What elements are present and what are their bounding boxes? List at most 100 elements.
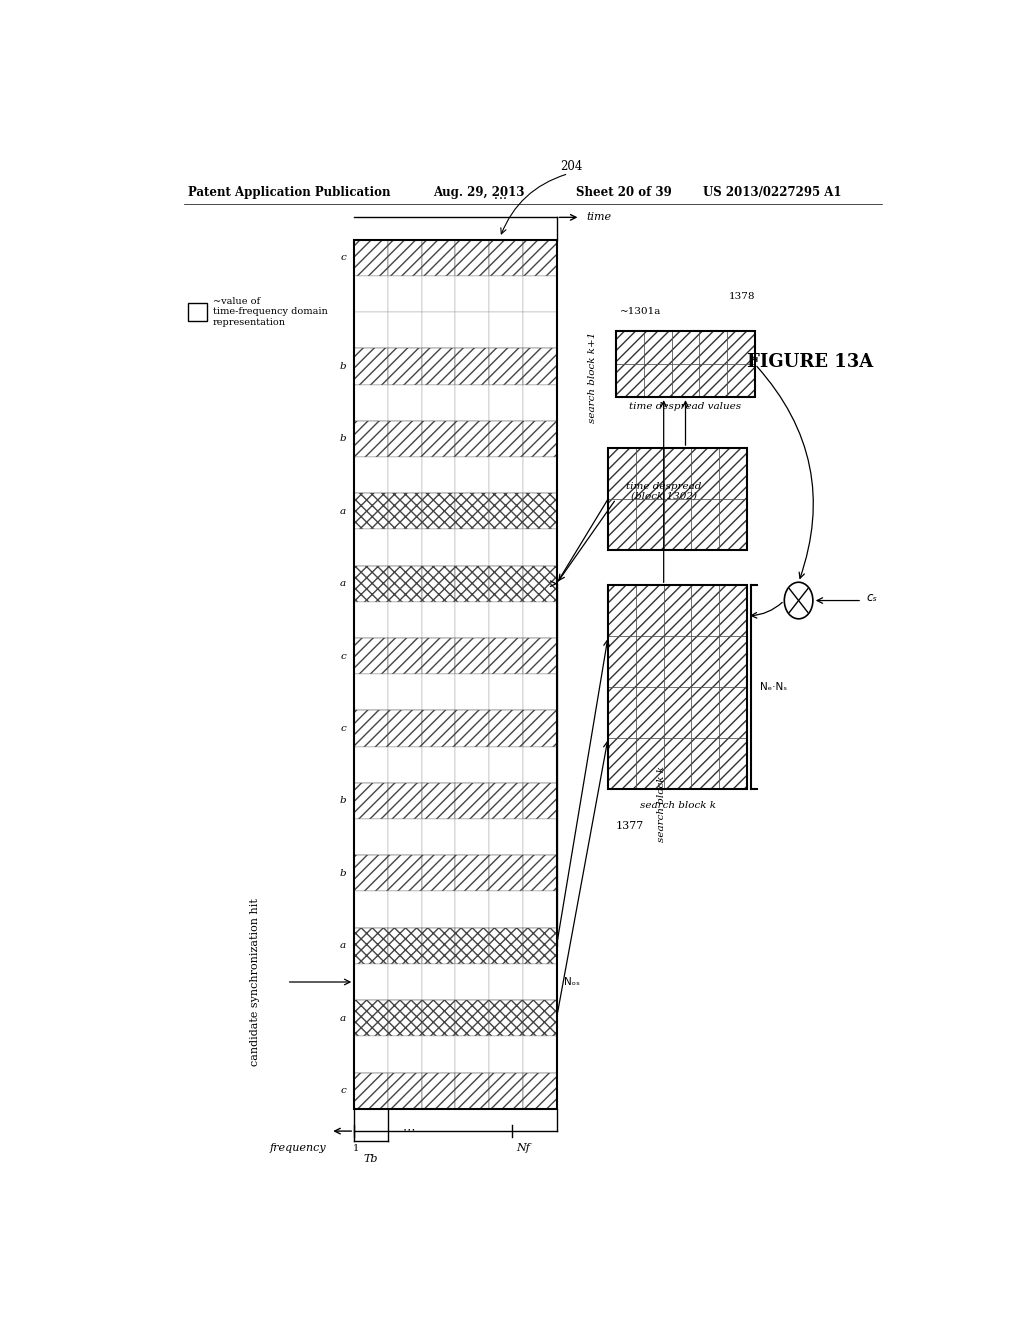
Bar — [388, 675, 422, 710]
Bar — [388, 891, 422, 928]
Bar — [388, 565, 422, 602]
Bar — [388, 348, 422, 384]
Bar — [422, 240, 456, 276]
Bar — [456, 240, 489, 276]
Bar — [523, 891, 557, 928]
Text: c: c — [340, 725, 346, 733]
Bar — [388, 1036, 422, 1073]
Bar — [422, 891, 456, 928]
Bar — [699, 331, 727, 364]
Text: Patent Application Publication: Patent Application Publication — [187, 186, 390, 199]
Bar — [388, 276, 422, 312]
Text: ~value of
time-frequency domain
representation: ~value of time-frequency domain represen… — [213, 297, 328, 327]
Bar — [354, 421, 388, 457]
Bar — [672, 331, 699, 364]
Text: time: time — [587, 213, 611, 222]
Bar — [608, 447, 636, 499]
Bar — [354, 638, 388, 675]
Bar — [489, 529, 523, 565]
Text: Nf: Nf — [516, 1143, 529, 1154]
Bar — [388, 710, 422, 747]
Bar — [422, 565, 456, 602]
Bar — [664, 686, 691, 738]
Bar — [691, 686, 719, 738]
Bar — [456, 384, 489, 421]
Bar — [489, 602, 523, 638]
Bar — [422, 1036, 456, 1073]
Text: search block k+1: search block k+1 — [588, 331, 597, 422]
Bar — [691, 447, 719, 499]
Bar — [456, 421, 489, 457]
Text: c: c — [340, 1086, 346, 1096]
Bar — [422, 964, 456, 1001]
Bar — [456, 457, 489, 494]
Bar — [456, 276, 489, 312]
Text: b: b — [340, 869, 346, 878]
Bar — [422, 529, 456, 565]
Bar — [699, 364, 727, 397]
Bar — [456, 710, 489, 747]
Bar — [664, 585, 691, 636]
Bar — [719, 499, 748, 549]
Text: Tb: Tb — [364, 1155, 378, 1164]
Bar — [354, 240, 388, 276]
Bar — [354, 710, 388, 747]
Text: b: b — [340, 434, 346, 444]
Bar — [422, 710, 456, 747]
Bar — [354, 855, 388, 891]
Bar — [456, 348, 489, 384]
Text: 1: 1 — [352, 1144, 358, 1154]
Text: ~1301a: ~1301a — [620, 308, 662, 315]
Bar — [719, 738, 748, 788]
Text: search block k: search block k — [640, 801, 716, 809]
Bar — [523, 421, 557, 457]
Bar — [636, 738, 664, 788]
Bar — [616, 364, 644, 397]
Bar — [422, 457, 456, 494]
Bar — [388, 855, 422, 891]
Text: a: a — [340, 1014, 346, 1023]
Bar — [388, 384, 422, 421]
Bar — [719, 447, 748, 499]
Bar — [456, 928, 489, 964]
Bar — [523, 312, 557, 348]
Bar — [354, 312, 388, 348]
Bar — [719, 636, 748, 686]
Bar — [456, 1073, 489, 1109]
Bar — [523, 964, 557, 1001]
Bar — [489, 1073, 523, 1109]
Bar — [354, 494, 388, 529]
Bar — [422, 747, 456, 783]
Bar — [456, 818, 489, 855]
Bar — [456, 1001, 489, 1036]
Bar — [354, 818, 388, 855]
Text: time despread
(block 1302): time despread (block 1302) — [626, 482, 701, 502]
Text: a: a — [340, 941, 346, 950]
Bar — [523, 1073, 557, 1109]
Bar — [489, 783, 523, 818]
Bar — [523, 675, 557, 710]
Text: 1378: 1378 — [728, 292, 755, 301]
Bar — [388, 529, 422, 565]
Bar — [727, 364, 755, 397]
Bar — [456, 675, 489, 710]
Bar — [608, 636, 636, 686]
Text: ⋮: ⋮ — [488, 183, 503, 198]
Bar — [489, 276, 523, 312]
Bar — [354, 747, 388, 783]
Text: 204: 204 — [560, 160, 583, 173]
Bar — [388, 1001, 422, 1036]
Text: cₛ: cₛ — [866, 591, 877, 605]
Bar — [354, 240, 557, 1109]
Bar — [489, 348, 523, 384]
Bar — [608, 447, 748, 549]
Bar — [636, 585, 664, 636]
Bar — [489, 1036, 523, 1073]
Bar — [354, 348, 388, 384]
Bar — [354, 1036, 388, 1073]
Bar — [388, 240, 422, 276]
Bar — [388, 421, 422, 457]
Bar — [187, 302, 207, 321]
Bar — [672, 364, 699, 397]
Bar — [489, 855, 523, 891]
